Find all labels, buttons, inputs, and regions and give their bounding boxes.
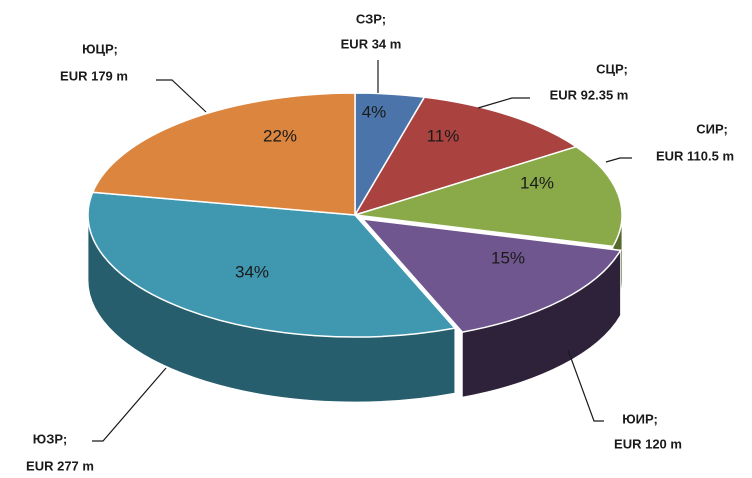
leader-line <box>605 157 632 163</box>
percent-label: 11% <box>427 126 460 145</box>
labels: 4% 11% 14% 15% 34% 22% СЗР; EUR 34 m СЦР; EUR 92.… <box>26 11 734 473</box>
percent-label: 14% <box>520 173 554 192</box>
value-label: EUR 120 m <box>614 436 682 451</box>
leader-line <box>156 79 207 113</box>
pie-slice <box>354 145 623 248</box>
value-label: EUR 110.5 m <box>656 148 734 163</box>
percent-label: 4% <box>362 102 387 121</box>
percent-label: 34% <box>235 262 269 281</box>
pie-tops <box>87 92 623 338</box>
value-label: EUR 92.35 m <box>550 87 629 102</box>
pie-slice <box>353 96 578 217</box>
percent-label: 15% <box>491 248 525 267</box>
pie-slice <box>360 217 622 333</box>
category-label: СЗР; <box>356 11 386 26</box>
value-label: EUR 277 m <box>26 458 94 473</box>
leader-line <box>92 367 167 442</box>
percent-label: 22% <box>263 126 297 145</box>
category-label: ЮЦР; <box>82 41 118 56</box>
category-label: ЮИР; <box>622 411 658 426</box>
value-label: EUR 179 m <box>60 68 128 83</box>
category-label: СИР; <box>696 121 728 136</box>
pie-slice <box>87 191 457 338</box>
leader-line <box>477 97 530 109</box>
leader-line <box>567 349 604 422</box>
category-label: ЮЗР; <box>33 431 67 446</box>
value-label: EUR 34 m <box>341 36 402 51</box>
pie-slice <box>91 92 356 216</box>
category-label: СЦР; <box>596 61 628 76</box>
